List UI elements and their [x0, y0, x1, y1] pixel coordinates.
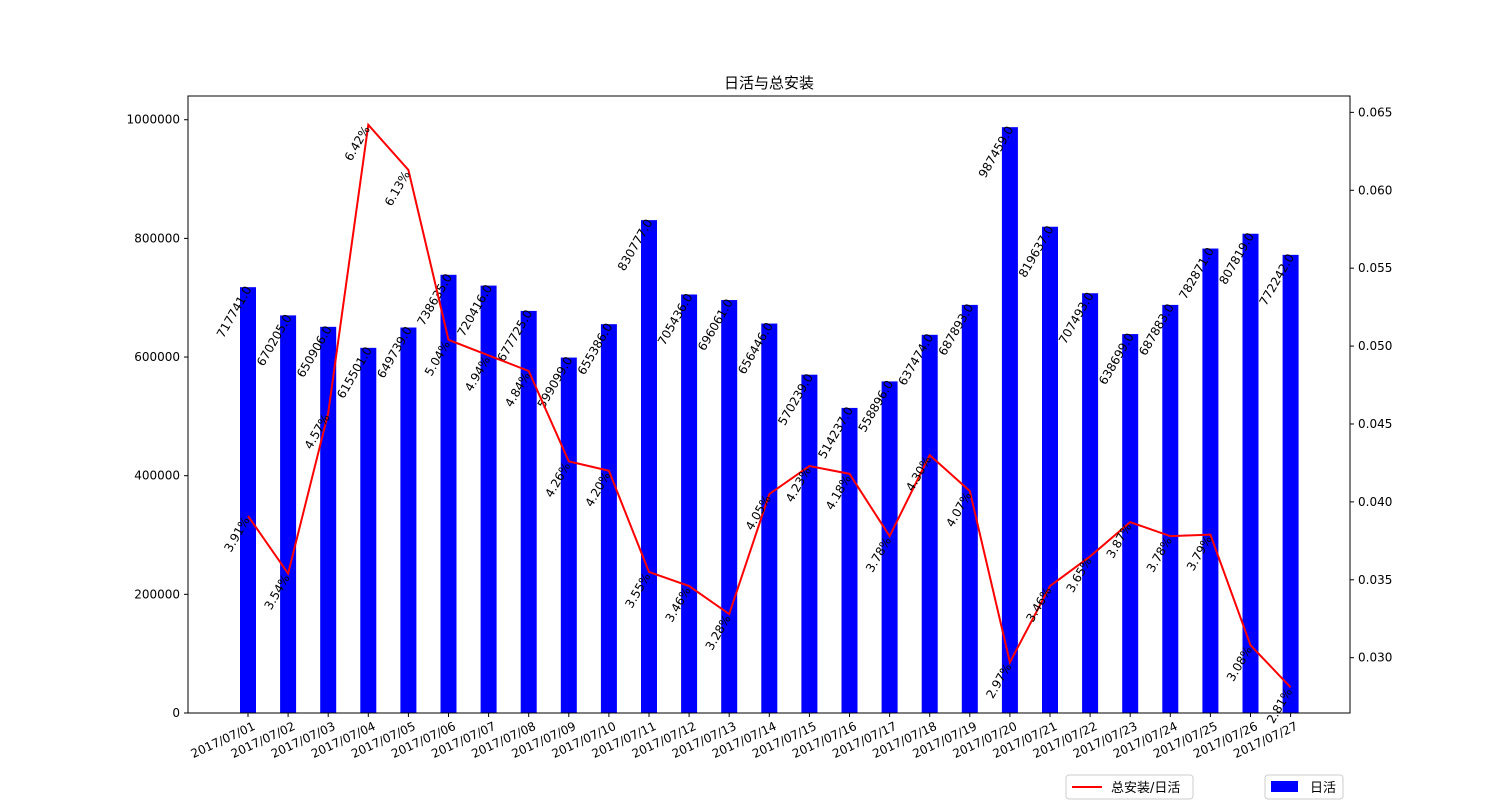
bar [240, 287, 256, 713]
bar [360, 348, 376, 713]
y-left-tick-label: 1000000 [127, 113, 180, 127]
y-right-tick-label: 0.050 [1358, 339, 1392, 353]
y-right-tick-label: 0.045 [1358, 417, 1392, 431]
bar [1042, 227, 1058, 713]
bar [280, 315, 296, 713]
bar [1283, 255, 1299, 713]
y-right-tick-label: 0.040 [1358, 495, 1392, 509]
bar [601, 324, 617, 713]
bar [400, 328, 416, 713]
bar [1162, 305, 1178, 713]
y-left-tick-label: 0 [172, 706, 180, 720]
y-right-tick-label: 0.055 [1358, 261, 1392, 275]
y-right-tick-label: 0.030 [1358, 651, 1392, 665]
y-right-tick-label: 0.065 [1358, 105, 1392, 119]
legend-bar: 日活 [1265, 775, 1343, 799]
legend-line: 总安装/日活 [1066, 775, 1193, 799]
bar [1243, 234, 1259, 713]
line-data-label: 6.42% [342, 123, 373, 163]
y-axis-right: 0.030 0.035 0.040 0.045 0.050 0.055 0.060 0.065 [1350, 105, 1392, 664]
y-right-tick-label: 0.060 [1358, 183, 1392, 197]
bar [320, 327, 336, 713]
y-right-tick-label: 0.035 [1358, 573, 1392, 587]
line-data-label: 6.13% [382, 169, 413, 209]
y-left-tick-label: 400000 [134, 469, 180, 483]
legend-bar-swatch [1271, 781, 1298, 792]
bar [641, 220, 657, 713]
bar [1002, 127, 1018, 713]
bar [761, 324, 777, 713]
bar [1082, 293, 1098, 713]
y-axis-left: 0 200000 400000 600000 800000 1000000 [127, 113, 188, 720]
chart-title: 日活与总安装 [724, 74, 814, 92]
bar [801, 375, 817, 713]
bar [721, 300, 737, 713]
x-axis: 2017/07/012017/07/022017/07/032017/07/04… [189, 713, 1300, 761]
y-left-tick-label: 800000 [134, 231, 180, 245]
y-left-tick-label: 200000 [134, 587, 180, 601]
bar-series [240, 127, 1299, 713]
bar [561, 358, 577, 713]
bar [842, 408, 858, 713]
bar [922, 335, 938, 713]
legend-bar-label: 日活 [1310, 781, 1336, 796]
y-left-tick-label: 600000 [134, 350, 180, 364]
bar [1202, 249, 1218, 713]
bar [681, 294, 697, 713]
legend-line-label: 总安装/日活 [1111, 781, 1180, 796]
bar [481, 286, 497, 713]
